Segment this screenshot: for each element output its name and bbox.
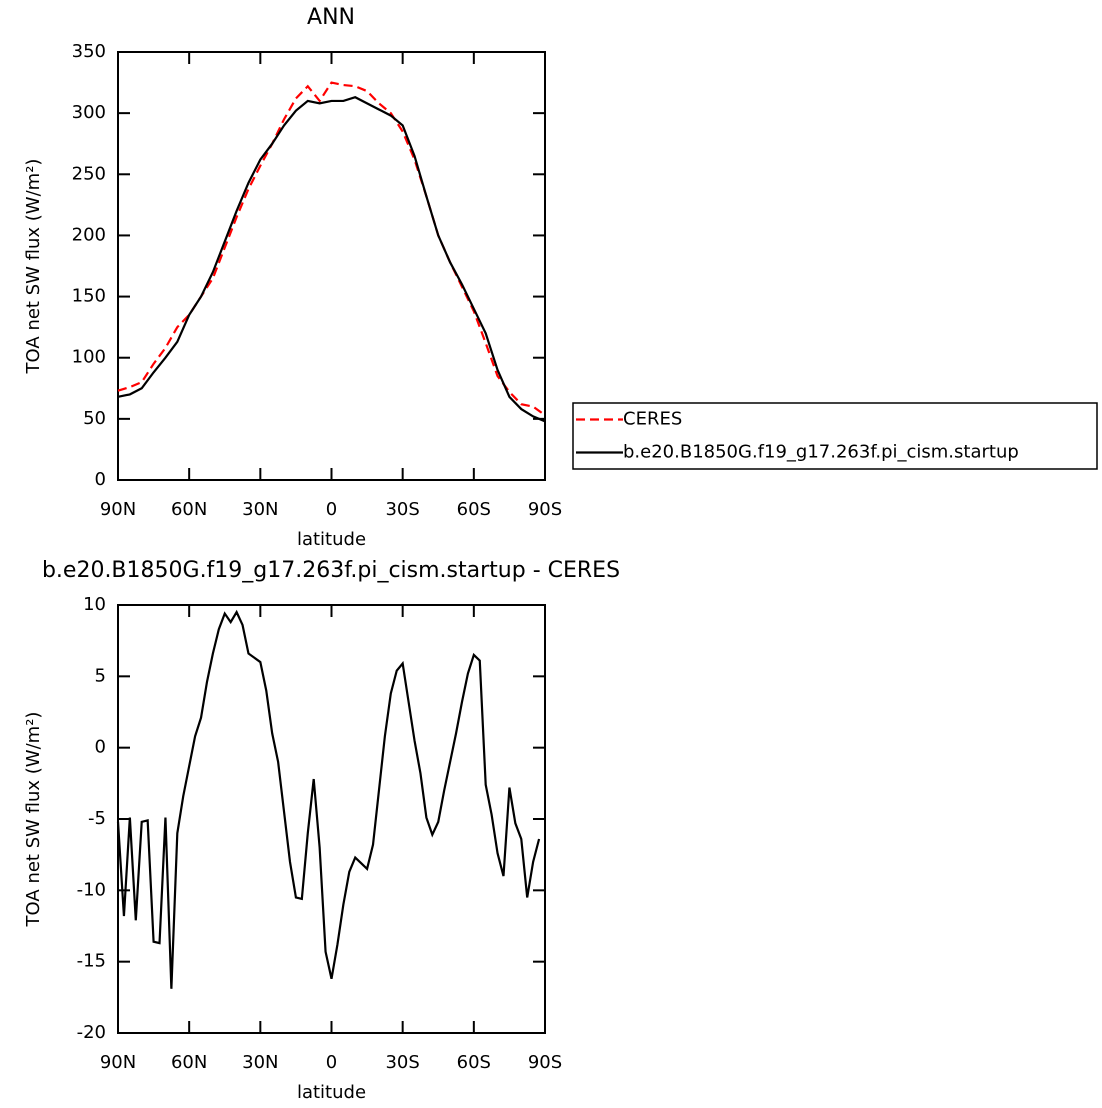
legend-box bbox=[572, 402, 1098, 470]
legend-label: b.e20.B1850G.f19_g17.263f.pi_cism.startu… bbox=[623, 442, 1019, 463]
y-tick-label: 0 bbox=[95, 737, 106, 758]
y-tick-label: 250 bbox=[72, 163, 106, 184]
x-tick-label: 90S bbox=[528, 1052, 562, 1073]
x-tick-label: 60S bbox=[457, 499, 491, 520]
x-axis-label: latitude bbox=[297, 1082, 366, 1103]
chart-title: b.e20.B1850G.f19_g17.263f.pi_cism.startu… bbox=[42, 558, 620, 583]
legend-label: CERES bbox=[623, 409, 682, 430]
y-tick-label: 300 bbox=[72, 102, 106, 123]
x-tick-label: 30S bbox=[385, 1052, 419, 1073]
data-line bbox=[116, 609, 541, 989]
x-tick-label: 30N bbox=[242, 1052, 278, 1073]
x-tick-label: 0 bbox=[326, 499, 337, 520]
x-tick-label: 0 bbox=[326, 1052, 337, 1073]
x-tick-label: 60N bbox=[171, 499, 207, 520]
y-axis-label: TOA net SW flux (W/m²) bbox=[23, 159, 44, 375]
y-tick-label: -20 bbox=[77, 1022, 106, 1043]
y-tick-label: -15 bbox=[77, 951, 106, 972]
y-tick-label: 0 bbox=[95, 469, 106, 490]
x-tick-label: 30N bbox=[242, 499, 278, 520]
y-tick-label: 350 bbox=[72, 41, 106, 62]
data-line bbox=[117, 81, 546, 417]
y-tick-label: 10 bbox=[83, 594, 106, 615]
x-tick-label: 90N bbox=[100, 1052, 136, 1073]
chart-title: ANN bbox=[307, 5, 355, 30]
y-tick-label: -10 bbox=[77, 879, 106, 900]
y-tick-label: 50 bbox=[83, 408, 106, 429]
y-tick-label: -5 bbox=[88, 808, 106, 829]
y-tick-label: 5 bbox=[95, 665, 106, 686]
x-axis-label: latitude bbox=[297, 529, 366, 550]
y-tick-label: 100 bbox=[72, 347, 106, 368]
y-axis-label: TOA net SW flux (W/m²) bbox=[23, 712, 44, 928]
x-tick-label: 60N bbox=[171, 1052, 207, 1073]
x-tick-label: 60S bbox=[457, 1052, 491, 1073]
plot-frame bbox=[117, 51, 546, 481]
data-line bbox=[117, 96, 546, 423]
y-tick-label: 200 bbox=[72, 224, 106, 245]
x-tick-label: 30S bbox=[385, 499, 419, 520]
x-tick-label: 90N bbox=[100, 499, 136, 520]
y-tick-label: 150 bbox=[72, 286, 106, 307]
x-tick-label: 90S bbox=[528, 499, 562, 520]
